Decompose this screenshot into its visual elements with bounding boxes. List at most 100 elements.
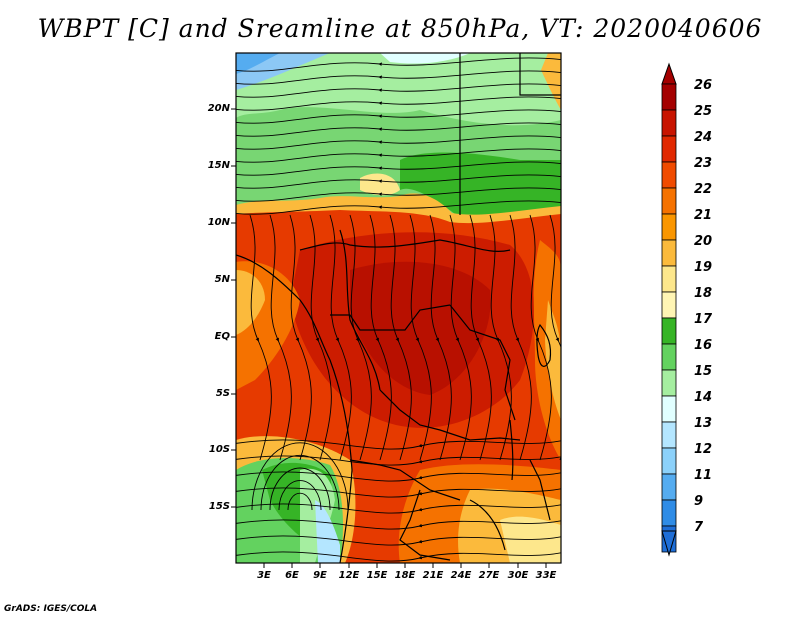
streamline bbox=[236, 109, 561, 124]
lon-label: 33E bbox=[535, 570, 557, 581]
border-segment bbox=[299, 239, 511, 252]
lake-tanganyika bbox=[509, 419, 514, 481]
streamline bbox=[269, 467, 331, 511]
streamline bbox=[529, 214, 552, 461]
lon-label: 9E bbox=[313, 570, 327, 581]
colorbar-label: 19 bbox=[694, 260, 713, 275]
colorbar-swatch bbox=[661, 499, 677, 527]
streamline bbox=[287, 492, 313, 511]
colorbar-label: 9 bbox=[694, 494, 704, 509]
border-segment bbox=[349, 459, 461, 501]
colorbar-swatch bbox=[661, 161, 677, 189]
colorbar-label: 13 bbox=[694, 416, 713, 431]
colorbar-swatch bbox=[661, 343, 677, 371]
border-segment bbox=[529, 459, 551, 521]
colorbar-label: 26 bbox=[694, 78, 713, 93]
field-north-17 bbox=[400, 152, 561, 217]
colorbar-swatch bbox=[661, 83, 677, 111]
field-north-14 bbox=[380, 53, 470, 64]
colorbar bbox=[661, 62, 677, 557]
lon-label: 3E bbox=[257, 570, 271, 581]
colorbar-swatch bbox=[661, 395, 677, 423]
colorbar-swatch bbox=[661, 135, 677, 163]
colorbar-swatch bbox=[661, 317, 677, 345]
streamline bbox=[489, 214, 512, 461]
streamline bbox=[269, 214, 292, 461]
border-segment bbox=[469, 499, 506, 551]
lat-label: 10N bbox=[207, 217, 230, 228]
streamline bbox=[251, 442, 349, 511]
streamline bbox=[429, 214, 452, 461]
colorbar-label: 18 bbox=[694, 286, 713, 301]
axis-ticks bbox=[231, 108, 547, 568]
colorbar-label: 23 bbox=[694, 156, 713, 171]
grads-credit: GrADS: IGES/COLA bbox=[4, 604, 98, 614]
colorbar-label: 15 bbox=[694, 364, 713, 379]
streamline bbox=[236, 57, 561, 72]
field-cell-19 bbox=[360, 173, 400, 196]
streamline bbox=[236, 135, 561, 150]
streamline bbox=[236, 535, 561, 546]
colorbar-label: 7 bbox=[694, 520, 704, 535]
field-north-15 bbox=[236, 53, 561, 126]
field-northeast-20 bbox=[541, 53, 561, 110]
colorbar-label: 16 bbox=[694, 338, 713, 353]
border-segment bbox=[339, 229, 381, 391]
streamline bbox=[449, 214, 472, 461]
streamline bbox=[349, 214, 372, 461]
border-segment bbox=[519, 53, 561, 96]
colorbar-swatch bbox=[661, 187, 677, 215]
streamline bbox=[236, 174, 561, 189]
lon-label: 21E bbox=[422, 570, 444, 581]
streamline bbox=[236, 503, 561, 514]
colorbar-label: 25 bbox=[694, 104, 713, 119]
lake-victoria bbox=[536, 323, 552, 367]
lon-label: 24E bbox=[450, 570, 472, 581]
streamline bbox=[236, 471, 561, 482]
lat-label: 20N bbox=[207, 103, 230, 114]
plot-frame bbox=[235, 52, 562, 564]
border-segment bbox=[379, 389, 521, 441]
wbpt-field bbox=[236, 53, 561, 563]
streamline bbox=[278, 480, 322, 511]
streamline bbox=[249, 214, 272, 461]
country-borders bbox=[236, 53, 561, 563]
border-segment bbox=[449, 304, 516, 421]
colorbar-label: 12 bbox=[694, 442, 713, 457]
streamline bbox=[469, 214, 492, 461]
streamline bbox=[369, 214, 392, 461]
colorbar-label: 11 bbox=[694, 468, 713, 483]
colorbar-label: 17 bbox=[694, 312, 713, 327]
lat-label: 5N bbox=[214, 274, 230, 285]
colorbar-swatch bbox=[661, 421, 677, 449]
streamline bbox=[236, 122, 561, 137]
streamlines bbox=[236, 57, 561, 562]
streamline bbox=[236, 70, 561, 85]
streamline bbox=[236, 148, 561, 163]
colorbar-swatch bbox=[661, 291, 677, 319]
streamline bbox=[236, 161, 561, 176]
streamline bbox=[289, 214, 312, 461]
colorbar-swatch bbox=[661, 447, 677, 475]
lon-label: 30E bbox=[507, 570, 529, 581]
colorbar-swatch bbox=[661, 369, 677, 397]
colorbar-max-arrow bbox=[661, 62, 677, 85]
lon-label: 27E bbox=[478, 570, 500, 581]
streamline bbox=[329, 214, 352, 461]
colorbar-label: 21 bbox=[694, 208, 713, 223]
streamline bbox=[509, 214, 532, 461]
lon-label: 18E bbox=[394, 570, 416, 581]
colorbar-label: 14 bbox=[694, 390, 713, 405]
field-northwest-11 bbox=[236, 53, 280, 74]
streamline bbox=[549, 214, 561, 461]
border-segment bbox=[399, 489, 451, 561]
colorbar-swatch bbox=[661, 109, 677, 137]
lat-label: EQ bbox=[214, 331, 230, 342]
colorbar-label: 22 bbox=[694, 182, 713, 197]
lon-label: 12E bbox=[338, 570, 360, 581]
map-title: WBPT [C] and Sreamline at 850hPa, VT: 20… bbox=[37, 14, 763, 43]
border-segment bbox=[330, 304, 451, 331]
coastline-west bbox=[236, 254, 353, 563]
streamline bbox=[236, 439, 561, 450]
streamline bbox=[236, 455, 561, 466]
